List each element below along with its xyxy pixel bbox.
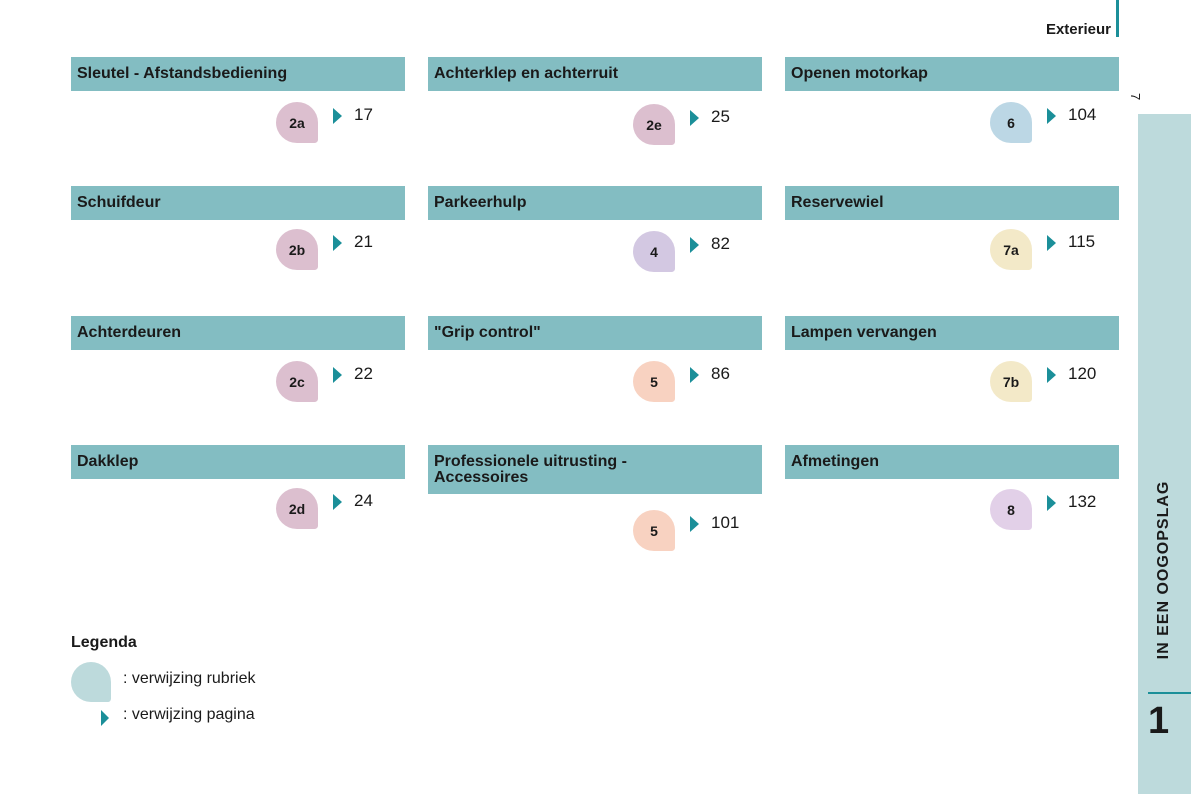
page-arrow-icon — [333, 367, 342, 383]
section-openen-motorkap: Openen motorkap — [785, 57, 1119, 91]
page-reference[interactable]: 115 — [1068, 232, 1096, 251]
reference-row: 6 104 — [990, 102, 1170, 146]
page-reference[interactable]: 120 — [1068, 364, 1097, 383]
chapter-badge-icon[interactable]: 2a — [276, 102, 318, 143]
chapter-side-strip — [1138, 114, 1191, 794]
section-title-line: Accessoires — [434, 469, 529, 486]
page-arrow-icon — [333, 494, 342, 510]
reference-row: 7b 120 — [990, 361, 1170, 405]
chapter-badge-icon[interactable]: 2e — [633, 104, 675, 145]
legend-title: Legenda — [71, 634, 137, 651]
page-reference[interactable]: 25 — [711, 107, 730, 126]
page-reference[interactable]: 104 — [1068, 105, 1097, 124]
reference-row: 2c 22 — [276, 361, 456, 405]
chapter-number: 1 — [1148, 700, 1170, 742]
reference-row: 4 82 — [633, 231, 813, 275]
page-arrow-icon — [333, 235, 342, 251]
section-grip-control: "Grip control" — [428, 316, 762, 350]
chapter-badge-icon[interactable]: 7b — [990, 361, 1032, 402]
header-accent-bar — [1116, 0, 1119, 37]
section-afmetingen: Afmetingen — [785, 445, 1119, 479]
reference-row: 2a 17 — [276, 102, 456, 146]
reference-row: 8 132 — [990, 489, 1170, 533]
chapter-badge-icon[interactable]: 7a — [990, 229, 1032, 270]
chapter-badge-icon[interactable]: 8 — [990, 489, 1032, 530]
section-title: Dakklep — [71, 445, 405, 479]
page-arrow-icon — [1047, 108, 1056, 124]
reference-row: 5 86 — [633, 361, 813, 405]
page-arrow-icon — [1047, 367, 1056, 383]
page-arrow-icon — [690, 110, 699, 126]
section-title: Openen motorkap — [785, 57, 1119, 91]
page-arrow-icon — [690, 367, 699, 383]
section-title: Afmetingen — [785, 445, 1119, 479]
page-arrow-icon — [333, 108, 342, 124]
page-arrow-icon — [1047, 495, 1056, 511]
page-arrow-icon — [690, 516, 699, 532]
section-title: "Grip control" — [428, 316, 762, 350]
chapter-badge-icon[interactable]: 2b — [276, 229, 318, 270]
section-title: Schuifdeur — [71, 186, 405, 220]
page-reference[interactable]: 101 — [711, 513, 740, 532]
section-title: Professionele uitrusting - Accessoires — [428, 445, 762, 494]
chapter-badge-icon[interactable]: 2d — [276, 488, 318, 529]
legend-rubriek-text: : verwijzing rubriek — [123, 670, 256, 687]
page-reference[interactable]: 82 — [711, 234, 730, 253]
chapter-badge-icon[interactable]: 6 — [990, 102, 1032, 143]
page-header: Exterieur — [1045, 21, 1111, 38]
page-reference[interactable]: 132 — [1068, 492, 1097, 511]
legend-pagina-text: : verwijzing pagina — [123, 706, 255, 723]
reference-row: 5 101 — [633, 510, 813, 554]
reference-row: 2d 24 — [276, 488, 456, 532]
section-achterdeuren: Achterdeuren — [71, 316, 405, 350]
page-reference[interactable]: 22 — [354, 364, 373, 383]
section-title-line: Professionele uitrusting - — [434, 453, 627, 470]
page-reference[interactable]: 86 — [711, 364, 730, 383]
section-reservewiel: Reservewiel — [785, 186, 1119, 220]
page-arrow-icon — [1047, 235, 1056, 251]
chapter-badge-icon[interactable]: 5 — [633, 361, 675, 402]
reference-row: 7a 115 — [990, 229, 1170, 273]
section-sleutel: Sleutel - Afstandsbediening — [71, 57, 405, 91]
page-arrow-icon — [690, 237, 699, 253]
section-title: Sleutel - Afstandsbediening — [71, 57, 405, 91]
section-parkeerhulp: Parkeerhulp — [428, 186, 762, 220]
chapter-badge-icon[interactable]: 2c — [276, 361, 318, 402]
section-title: Achterdeuren — [71, 316, 405, 350]
section-title: Achterklep en achterruit — [428, 57, 762, 91]
section-title: Lampen vervangen — [785, 316, 1119, 350]
legend-badge-icon — [71, 662, 111, 702]
chapter-badge-icon[interactable]: 4 — [633, 231, 675, 272]
chapter-badge-icon[interactable]: 5 — [633, 510, 675, 551]
page-reference[interactable]: 17 — [354, 105, 373, 124]
section-professionele-uitrusting: Professionele uitrusting - Accessoires — [428, 445, 762, 494]
section-dakklep: Dakklep — [71, 445, 405, 479]
section-achterklep: Achterklep en achterruit — [428, 57, 762, 91]
page-reference[interactable]: 24 — [354, 491, 373, 510]
reference-row: 2b 21 — [276, 229, 456, 273]
section-title: Parkeerhulp — [428, 186, 762, 220]
page-reference[interactable]: 21 — [354, 232, 373, 251]
section-schuifdeur: Schuifdeur — [71, 186, 405, 220]
chapter-divider — [1148, 692, 1191, 694]
section-lampen-vervangen: Lampen vervangen — [785, 316, 1119, 350]
reference-row: 2e 25 — [633, 104, 813, 148]
section-title: Reservewiel — [785, 186, 1119, 220]
legend-arrow-icon — [101, 710, 109, 726]
